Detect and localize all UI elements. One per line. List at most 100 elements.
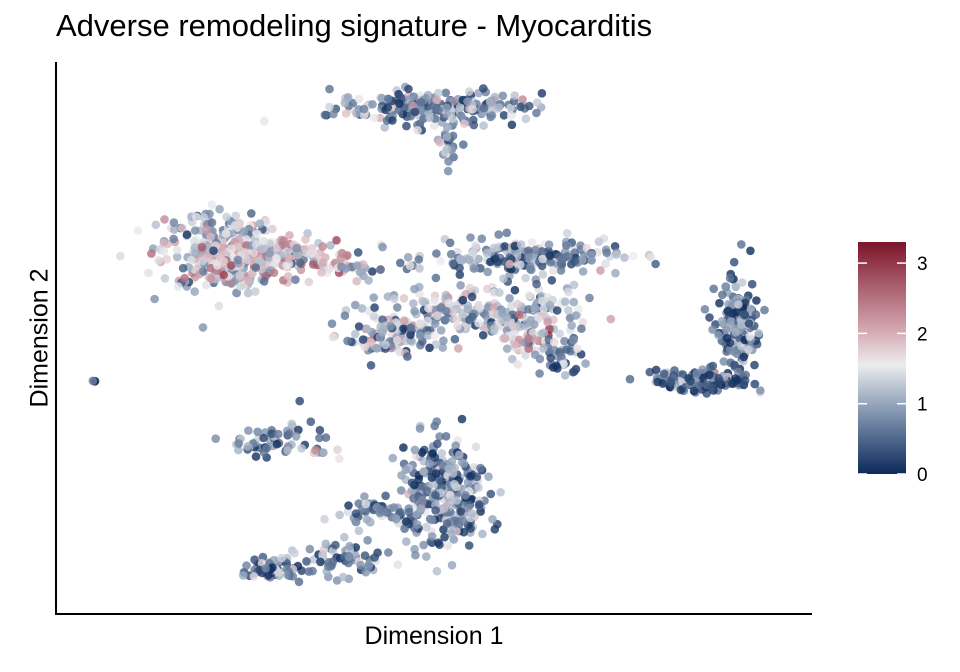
data-point: [169, 218, 179, 227]
data-point: [399, 324, 408, 333]
data-point: [500, 334, 510, 343]
data-point: [169, 234, 178, 244]
data-point: [412, 510, 421, 519]
data-point: [547, 276, 557, 285]
data-point: [521, 351, 530, 360]
data-point: [479, 84, 488, 93]
data-point: [746, 304, 756, 314]
data-point: [414, 255, 424, 264]
data-point: [431, 273, 441, 283]
data-point: [737, 240, 746, 249]
data-point: [452, 314, 462, 324]
data-point: [388, 453, 398, 463]
data-point: [524, 344, 533, 353]
data-point: [328, 557, 338, 566]
data-point: [552, 361, 561, 371]
data-point: [440, 315, 450, 325]
data-point: [487, 111, 497, 120]
data-point: [555, 329, 564, 339]
data-point: [295, 258, 305, 268]
data-point: [486, 489, 496, 499]
data-point: [524, 246, 533, 255]
data-point: [646, 252, 656, 262]
data-point: [251, 452, 261, 461]
data-point: [450, 334, 460, 344]
data-point: [708, 361, 718, 371]
data-point: [396, 486, 406, 495]
data-point: [628, 251, 638, 261]
data-point: [544, 240, 554, 249]
data-point: [326, 241, 335, 250]
data-point: [539, 328, 549, 338]
data-point: [564, 287, 573, 297]
data-point: [455, 450, 464, 460]
data-point: [734, 300, 743, 309]
data-point: [315, 425, 325, 435]
data-point: [714, 330, 723, 340]
data-point: [402, 121, 411, 131]
data-point: [562, 229, 572, 238]
data-point: [455, 270, 465, 280]
data-point: [372, 344, 382, 353]
data-point: [221, 229, 231, 238]
data-point: [510, 285, 520, 295]
data-point: [494, 230, 504, 239]
data-point: [556, 266, 566, 275]
data-point: [199, 213, 209, 222]
data-point: [507, 120, 517, 130]
data-point: [442, 132, 452, 141]
data-point: [354, 499, 364, 508]
data-point: [529, 320, 539, 329]
data-point: [458, 255, 467, 265]
colorbar-tick-label: 2: [917, 324, 928, 345]
data-point: [352, 276, 362, 286]
data-point: [468, 312, 477, 322]
data-point: [361, 499, 371, 509]
data-point: [467, 509, 477, 518]
data-point: [390, 294, 399, 304]
data-point: [474, 318, 483, 328]
data-point: [397, 471, 406, 480]
data-point: [443, 122, 452, 132]
data-point: [180, 273, 189, 283]
data-point: [352, 261, 362, 270]
data-point: [328, 332, 338, 342]
data-point: [190, 237, 199, 246]
data-point: [360, 551, 370, 560]
data-point: [253, 229, 262, 239]
data-point: [533, 98, 542, 107]
data-point: [752, 296, 761, 305]
data-point: [714, 374, 723, 383]
data-point: [274, 429, 283, 439]
data-point: [415, 424, 425, 433]
data-point: [756, 386, 765, 395]
data-point: [380, 123, 390, 132]
data-point: [454, 344, 463, 353]
data-point: [750, 379, 759, 389]
data-point: [243, 276, 253, 285]
data-point: [147, 249, 156, 258]
data-point: [469, 463, 479, 472]
data-point: [500, 242, 510, 251]
data-point: [414, 475, 424, 484]
data-point: [329, 109, 338, 119]
data-point: [466, 471, 475, 481]
data-point: [456, 507, 466, 516]
data-point: [351, 300, 360, 310]
data-point: [154, 256, 163, 265]
data-point: [418, 296, 427, 306]
data-point: [440, 532, 449, 542]
data-point: [543, 317, 552, 327]
data-point: [249, 572, 259, 581]
data-point: [386, 321, 395, 331]
data-point: [744, 345, 753, 354]
data-point: [172, 252, 182, 262]
data-point: [425, 113, 434, 123]
data-point: [525, 101, 534, 111]
data-point: [464, 87, 474, 96]
data-point: [211, 434, 220, 444]
data-point: [499, 111, 509, 120]
data-point: [404, 507, 414, 517]
data-point: [235, 219, 245, 228]
data-point: [450, 479, 459, 489]
